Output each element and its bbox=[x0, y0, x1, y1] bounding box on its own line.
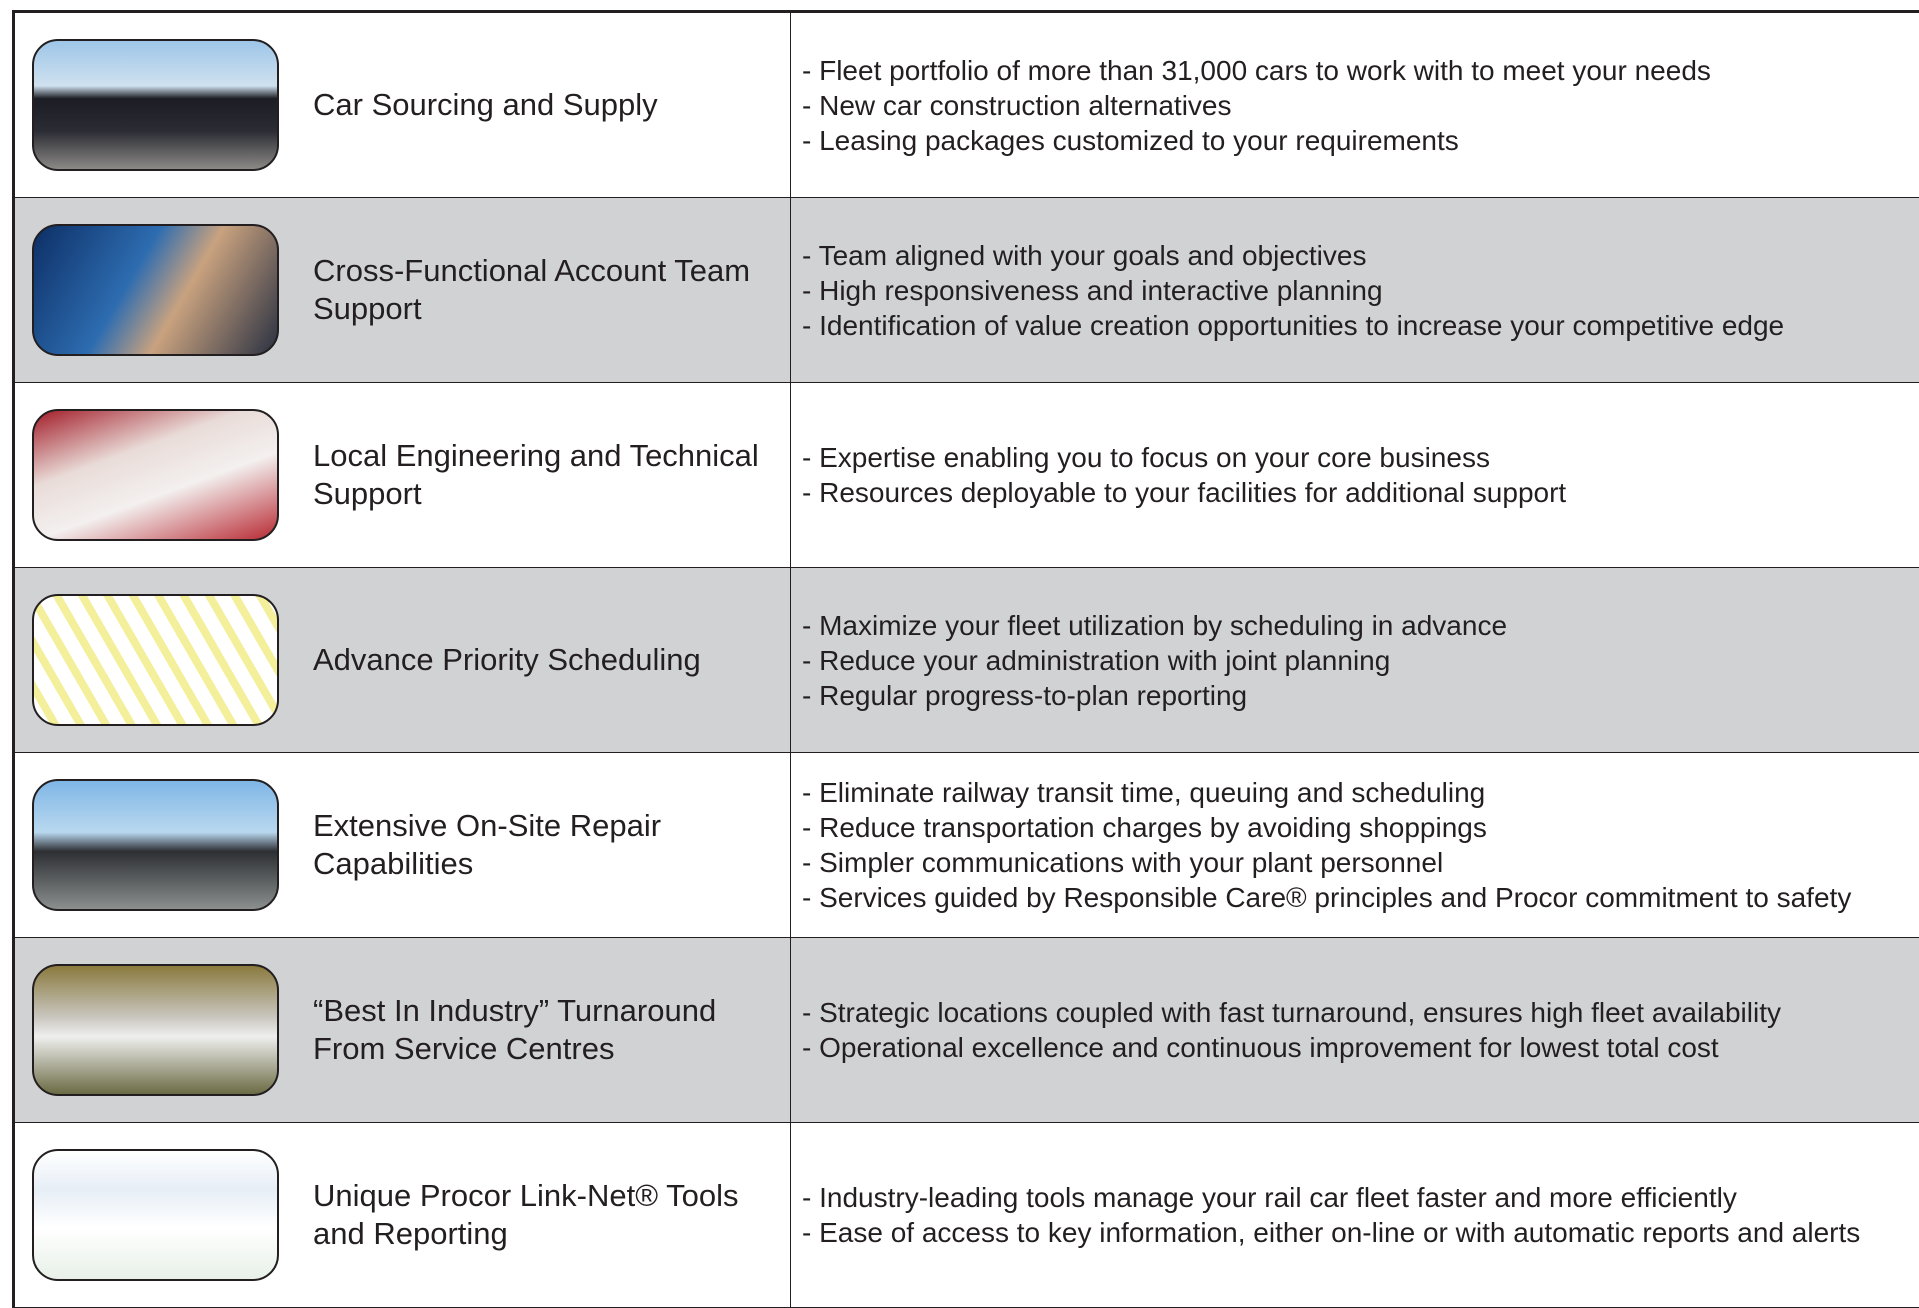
bullet: - Eliminate railway transit time, queuin… bbox=[802, 777, 1486, 808]
service-title: Local Engineering and Technical Support bbox=[313, 438, 759, 511]
service-image bbox=[32, 964, 279, 1096]
bullet: - Regular progress-to-plan reporting bbox=[802, 679, 1248, 711]
service-image bbox=[32, 779, 279, 911]
bullet-list: - Industry-leading tools manage your rai… bbox=[802, 1180, 1860, 1250]
service-row: Car Sourcing and Supply - Fleet portfolio… bbox=[15, 13, 1919, 198]
service-image bbox=[32, 594, 279, 726]
bullet: - Reduce transportation charges by avoid… bbox=[802, 812, 1487, 843]
service-details-cell: - Team aligned with your goals and objec… bbox=[791, 198, 1919, 382]
service-heading-cell: Extensive On-Site Repair Capabilities bbox=[15, 753, 791, 937]
service-title: “Best In Industry” Turnaround From Servi… bbox=[313, 993, 717, 1066]
bullet: - Simpler communications with your plant… bbox=[802, 847, 1444, 878]
bullet: - Industry-leading tools manage your rai… bbox=[802, 1182, 1737, 1213]
service-heading-cell: Unique Procor Link-Net® Tools and Report… bbox=[15, 1123, 791, 1307]
bullet: - Team aligned with your goals and objec… bbox=[802, 239, 1367, 271]
bullet: - Maximize your fleet utilization by sch… bbox=[802, 609, 1508, 641]
service-title: Advance Priority Scheduling bbox=[313, 642, 701, 677]
bullet: - Identification of value creation oppor… bbox=[802, 309, 1785, 341]
bullet-list: - Fleet portfolio of more than 31,000 ca… bbox=[802, 53, 1711, 158]
service-row: Local Engineering and Technical Support -… bbox=[15, 383, 1919, 568]
bullet: - Fleet portfolio of more than 31,000 ca… bbox=[802, 54, 1711, 86]
service-row: Unique Procor Link-Net® Tools and Report… bbox=[15, 1123, 1919, 1308]
bullet: - Expertise enabling you to focus on you… bbox=[802, 442, 1490, 473]
service-heading-cell: Cross-Functional Account Team Support bbox=[15, 198, 791, 382]
service-heading-cell: Car Sourcing and Supply bbox=[15, 13, 791, 197]
service-title: Car Sourcing and Supply bbox=[313, 87, 658, 122]
service-details-cell: - Maximize your fleet utilization by sch… bbox=[791, 568, 1919, 752]
service-image bbox=[32, 224, 279, 356]
service-title: Unique Procor Link-Net® Tools and Report… bbox=[313, 1178, 739, 1251]
bullet: - New car construction alternatives bbox=[802, 89, 1232, 121]
bullet-list: - Expertise enabling you to focus on you… bbox=[802, 440, 1566, 510]
service-details-cell: - Eliminate railway transit time, queuin… bbox=[791, 753, 1919, 937]
service-row: “Best In Industry” Turnaround From Servi… bbox=[15, 938, 1919, 1123]
bullet: - Reduce your administration with joint … bbox=[802, 644, 1391, 676]
service-image bbox=[32, 1149, 279, 1281]
service-image bbox=[32, 409, 279, 541]
service-heading-cell: Local Engineering and Technical Support bbox=[15, 383, 791, 567]
bullet: - Leasing packages customized to your re… bbox=[802, 124, 1459, 156]
service-heading-cell: “Best In Industry” Turnaround From Servi… bbox=[15, 938, 791, 1122]
bullet: - Ease of access to key information, eit… bbox=[802, 1217, 1861, 1248]
service-image bbox=[32, 39, 279, 171]
bullet: - High responsiveness and interactive pl… bbox=[802, 274, 1383, 306]
bullet-list: - Eliminate railway transit time, queuin… bbox=[802, 775, 1851, 915]
service-details-cell: - Fleet portfolio of more than 31,000 ca… bbox=[791, 13, 1919, 197]
bullet-list: - Strategic locations coupled with fast … bbox=[802, 995, 1781, 1065]
services-table: Car Sourcing and Supply - Fleet portfolio… bbox=[12, 10, 1919, 1308]
bullet: - Strategic locations coupled with fast … bbox=[802, 997, 1781, 1028]
service-heading-cell: Advance Priority Scheduling bbox=[15, 568, 791, 752]
service-row: Extensive On-Site Repair Capabilities - E… bbox=[15, 753, 1919, 938]
service-row: Advance Priority Scheduling - Maximize yo… bbox=[15, 568, 1919, 753]
bullet-list: - Maximize your fleet utilization by sch… bbox=[802, 608, 1507, 713]
service-title: Extensive On-Site Repair Capabilities bbox=[313, 808, 662, 881]
service-details-cell: - Expertise enabling you to focus on you… bbox=[791, 383, 1919, 567]
service-row: Cross-Functional Account Team Support - T… bbox=[15, 198, 1919, 383]
bullet: - Services guided by Responsible Care® p… bbox=[802, 882, 1852, 913]
service-details-cell: - Strategic locations coupled with fast … bbox=[791, 938, 1919, 1122]
bullet: - Resources deployable to your facilitie… bbox=[802, 477, 1567, 508]
bullet-list: - Team aligned with your goals and objec… bbox=[802, 238, 1784, 343]
service-title: Cross-Functional Account Team Support bbox=[313, 253, 751, 326]
bullet: - Operational excellence and continuous … bbox=[802, 1032, 1719, 1063]
service-details-cell: - Industry-leading tools manage your rai… bbox=[791, 1123, 1919, 1307]
